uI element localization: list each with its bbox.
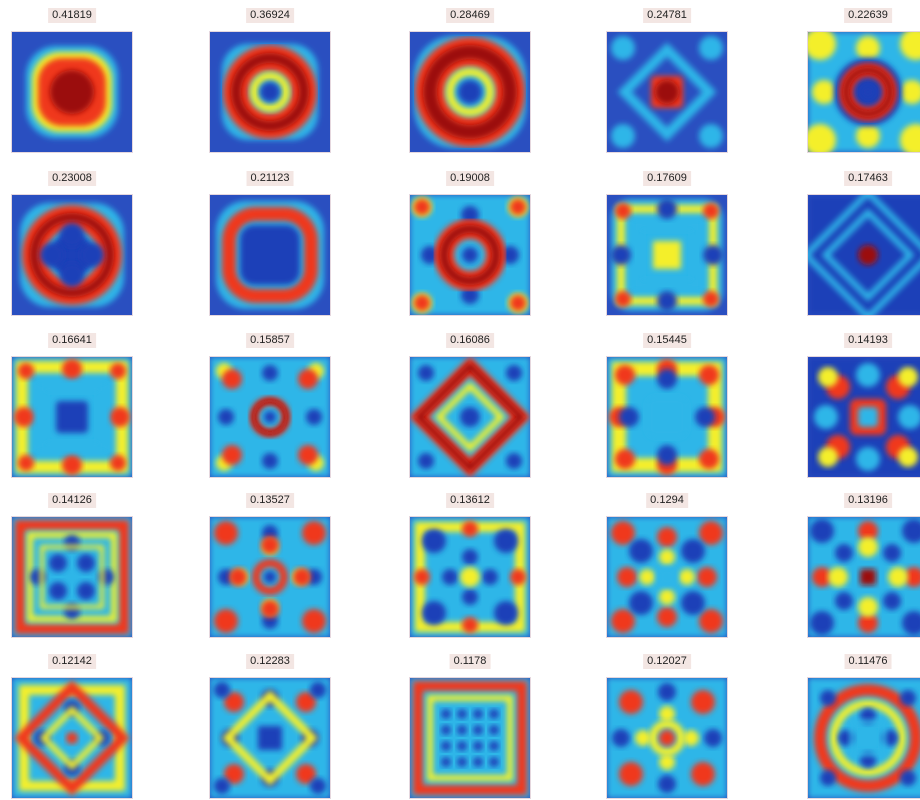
heatmap-image — [210, 517, 330, 637]
panel-value-label: 0.13196 — [844, 493, 892, 508]
heatmap-svg — [607, 357, 727, 477]
heatmap-svg — [12, 357, 132, 477]
panel-value-label: 0.14126 — [48, 493, 96, 508]
heatmap-image — [210, 678, 330, 798]
heatmap-svg — [607, 517, 727, 637]
heatmap-svg — [607, 32, 727, 152]
heatmap-image — [12, 517, 132, 637]
heatmap-svg — [12, 32, 132, 152]
heatmap-image — [808, 517, 920, 637]
heatmap-image — [808, 195, 920, 315]
heatmap-image — [808, 357, 920, 477]
panel-value-label: 0.13527 — [246, 493, 294, 508]
heatmap-svg — [210, 357, 330, 477]
panel-value-label: 0.16086 — [446, 333, 494, 348]
panel-value-label: 0.21123 — [246, 171, 294, 186]
heatmap-svg — [607, 195, 727, 315]
panel-value-label: 0.1294 — [646, 493, 688, 508]
heatmap-svg — [808, 517, 920, 637]
heatmap-svg — [12, 517, 132, 637]
heatmap-image — [410, 357, 530, 477]
heatmap-image — [210, 357, 330, 477]
heatmap-svg — [808, 32, 920, 152]
heatmap-image — [12, 357, 132, 477]
heatmap-svg — [808, 357, 920, 477]
panel-value-label: 0.16641 — [48, 333, 96, 348]
panel-value-label: 0.23008 — [48, 171, 96, 186]
heatmap-svg — [410, 517, 530, 637]
panel-value-label: 0.24781 — [643, 8, 691, 23]
panel-value-label: 0.22639 — [844, 8, 892, 23]
heatmap-svg — [808, 678, 920, 798]
heatmap-image — [607, 32, 727, 152]
panel-value-label: 0.12283 — [246, 654, 294, 669]
panel-value-label: 0.17463 — [844, 171, 892, 186]
panel-value-label: 0.19008 — [446, 171, 494, 186]
heatmap-svg — [607, 678, 727, 798]
panel-value-label: 0.15445 — [643, 333, 691, 348]
heatmap-image — [607, 678, 727, 798]
panel-value-label: 0.13612 — [446, 493, 494, 508]
heatmap-image — [607, 195, 727, 315]
panel-value-label: 0.1178 — [449, 654, 491, 669]
heatmap-svg — [210, 195, 330, 315]
heatmap-image — [12, 678, 132, 798]
heatmap-svg — [12, 195, 132, 315]
heatmap-image — [808, 678, 920, 798]
panel-value-label: 0.17609 — [643, 171, 691, 186]
heatmap-svg — [12, 678, 132, 798]
heatmap-image — [808, 32, 920, 152]
panel-value-label: 0.15857 — [246, 333, 294, 348]
panel-value-label: 0.14193 — [844, 333, 892, 348]
heatmap-image — [410, 32, 530, 152]
panel-value-label: 0.41819 — [48, 8, 96, 23]
panel-value-label: 0.28469 — [446, 8, 494, 23]
heatmap-image — [12, 32, 132, 152]
heatmap-image — [410, 517, 530, 637]
heatmap-svg — [410, 357, 530, 477]
heatmap-svg — [808, 195, 920, 315]
heatmap-image — [210, 195, 330, 315]
heatmap-image — [607, 357, 727, 477]
panel-value-label: 0.36924 — [246, 8, 294, 23]
panel-value-label: 0.12027 — [643, 654, 691, 669]
panel-value-label: 0.12142 — [48, 654, 96, 669]
heatmap-image — [12, 195, 132, 315]
heatmap-image — [607, 517, 727, 637]
heatmap-svg — [410, 678, 530, 798]
heatmap-image — [410, 195, 530, 315]
heatmap-svg — [210, 32, 330, 152]
heatmap-svg — [210, 517, 330, 637]
heatmap-image — [410, 678, 530, 798]
heatmap-svg — [410, 32, 530, 152]
panel-value-label: 0.11476 — [844, 654, 892, 669]
heatmap-svg — [210, 678, 330, 798]
heatmap-image — [210, 32, 330, 152]
heatmap-svg — [410, 195, 530, 315]
